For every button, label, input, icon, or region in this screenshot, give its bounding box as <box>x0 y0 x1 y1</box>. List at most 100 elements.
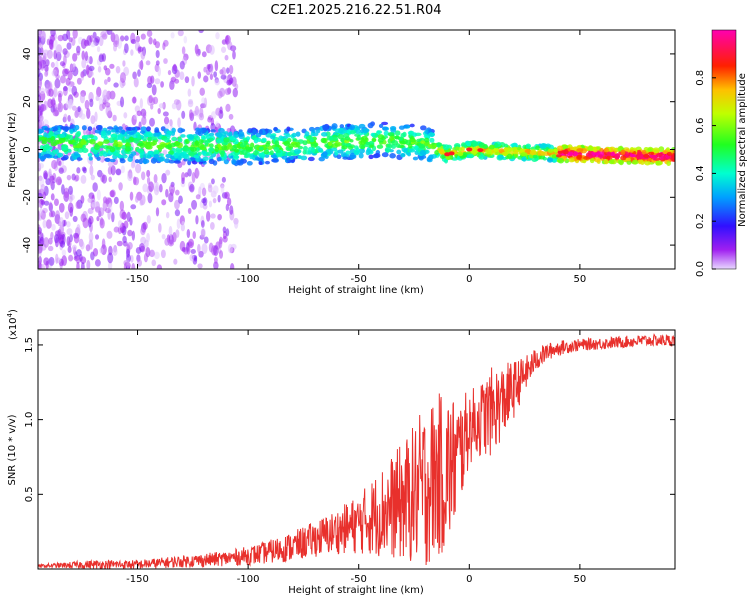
spectrogram-noise-cell <box>80 213 87 223</box>
spectrogram-noise-cell <box>100 31 107 38</box>
spectrogram-ridge-cell <box>356 134 362 141</box>
spectrogram-ridge-cell <box>360 129 365 133</box>
spectrogram-ridge-cell <box>275 152 283 158</box>
spectrogram-noise-cell <box>50 231 54 240</box>
spectrogram-ridge-cell <box>244 146 251 151</box>
spectrogram-ridge-cell <box>273 126 278 132</box>
spectrogram-ridge-cell <box>292 139 298 143</box>
spectrogram-ridge-cell <box>164 137 170 143</box>
spectrogram-ridge-cell <box>429 137 435 143</box>
spectrogram-noise-cell <box>43 237 50 248</box>
spectrogram-noise-cell <box>193 255 198 262</box>
x-tick-label: 0 <box>466 274 472 285</box>
spectrogram-noise-cell <box>68 196 73 203</box>
snr-panel: -150 -100 -50 0 50 0.5 1.0 1.5 Height of strai… <box>6 309 676 596</box>
spectrogram-x-label: Height of straight line (km) <box>288 285 424 296</box>
spectrogram-noise-cell <box>221 176 226 183</box>
spectrogram-ridge-cell <box>109 146 116 153</box>
spectrogram-ridge-cell <box>295 141 301 148</box>
spectrogram-noise-cell <box>67 70 73 81</box>
spectrogram-noise-cell <box>64 211 70 220</box>
spectrogram-ridge-cell <box>109 158 116 163</box>
spectrogram-noise-cell <box>38 55 43 65</box>
spectrogram-ridge-cell <box>132 134 138 139</box>
spectrogram-noise-cell <box>142 221 148 230</box>
spectrogram-noise-cell <box>202 197 208 206</box>
spectrogram-noise-cell <box>38 42 44 49</box>
spectrogram-noise-cell <box>51 97 56 109</box>
y-tick-label: 20 <box>22 95 33 108</box>
spectrogram-noise-cell <box>96 216 100 222</box>
spectrogram-ridge-cell <box>73 147 79 152</box>
spectrogram-ridge-cell <box>259 152 266 157</box>
spectrogram-noise-cell <box>161 233 166 240</box>
spectrogram-ridge-cell <box>96 156 101 161</box>
spectrogram-noise-cell <box>86 259 91 269</box>
spectrogram-noise-cell <box>48 211 54 218</box>
spectrogram-ridge-cell <box>253 150 259 156</box>
spectrogram-ridge-cell <box>283 140 291 147</box>
spectrogram-ridge-cell <box>482 143 488 150</box>
spectrogram-ridge-cell <box>208 158 215 165</box>
spectrogram-ridge-cell <box>349 139 354 143</box>
spectrogram-noise-cell <box>209 63 214 74</box>
spectrogram-ridge-cell <box>359 143 366 149</box>
spectrogram-noise-cell <box>157 66 162 77</box>
spectrogram-ridge-cell <box>233 131 238 136</box>
spectrogram-ridge-cell <box>640 160 645 165</box>
spectrogram-noise-cell <box>55 210 61 221</box>
spectrogram-noise-cell <box>149 249 155 258</box>
x-tick-label: 50 <box>574 274 587 285</box>
spectrogram-ridge-cell <box>655 160 663 166</box>
spectrogram-ridge-cell <box>293 148 301 155</box>
spectrogram-noise-cell <box>191 199 198 210</box>
spectrogram-noise-cell <box>222 226 227 234</box>
spectrogram-ridge-cell <box>347 145 353 150</box>
spectrogram-ridge-cell <box>239 142 247 148</box>
spectrogram-ridge-cell <box>154 129 160 134</box>
spectrogram-noise-cell <box>112 114 117 122</box>
spectrogram-ridge-cell <box>322 124 329 131</box>
spectrogram-ridge-cell <box>188 151 195 156</box>
colorbar-tick-label: 0.2 <box>695 213 706 229</box>
spectrogram-ridge-cell <box>73 151 79 157</box>
spectrogram-ridge-cell <box>315 129 321 134</box>
spectrogram-noise-cell <box>104 207 112 214</box>
spectrogram-ridge-cell <box>270 154 278 159</box>
spectrogram-noise-cell <box>137 46 144 52</box>
spectrogram-noise-cell <box>146 82 153 89</box>
spectrogram-ridge-cell <box>194 140 199 146</box>
spectrogram-noise-cell <box>189 183 195 193</box>
spectrogram-ridge-cell <box>310 147 316 154</box>
spectrogram-noise-cell <box>155 60 160 66</box>
spectrogram-ridge-cell <box>115 126 120 133</box>
spectrogram-noise-cell <box>66 174 72 181</box>
spectrogram-ridge-cell <box>378 123 384 128</box>
spectrogram-ridge-cell <box>159 153 164 157</box>
spectrogram-ridge-cell <box>169 150 174 155</box>
spectrogram-ridge-cell <box>197 129 204 133</box>
spectrogram-ridge-cell <box>193 155 200 159</box>
spectrogram-ridge-cell <box>569 146 575 151</box>
spectrogram-ridge-cell <box>204 140 209 147</box>
spectrogram-ridge-cell <box>39 136 47 141</box>
spectrogram-ridge-cell <box>182 146 189 152</box>
spectrogram-noise-cell <box>179 60 185 70</box>
spectrogram-ridge-cell <box>236 160 244 166</box>
spectrogram-noise-cell <box>60 240 66 248</box>
spectrogram-noise-cell <box>176 218 181 230</box>
spectrogram-noise-cell <box>150 103 154 110</box>
spectrogram-ridge-cell <box>342 156 349 160</box>
spectrogram-noise-cell <box>127 172 133 182</box>
spectrogram-ridge-cell <box>372 138 377 142</box>
spectrogram-ridge-cell <box>466 141 472 147</box>
colorbar-tick-label: 0.0 <box>695 261 706 277</box>
spectrogram-noise-cell <box>116 240 123 247</box>
spectrogram-noise-cell <box>214 60 219 72</box>
spectrogram-noise-cell <box>165 211 170 219</box>
spectrogram-noise-cell <box>58 167 64 174</box>
spectrogram-noise-cell <box>174 78 180 84</box>
spectrogram-noise-cell <box>215 121 219 128</box>
spectrogram-noise-cell <box>160 81 164 88</box>
